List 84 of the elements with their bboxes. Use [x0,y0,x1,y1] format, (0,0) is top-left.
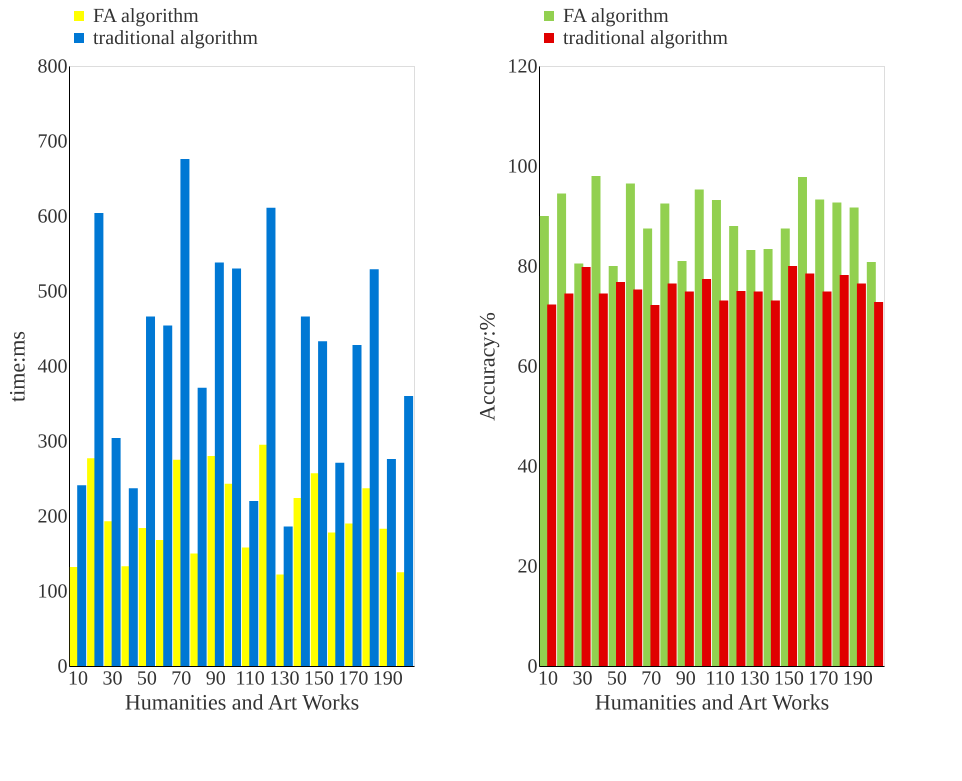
bar [163,326,172,666]
legend-label: traditional algorithm [563,27,728,49]
x-tick-label: 130 [270,668,300,690]
y-tick-label: 60 [518,356,538,378]
x-tick-label: 90 [206,668,226,690]
bar [805,274,814,666]
bar [180,159,190,666]
y-tick-label: 100 [508,156,538,178]
bar [650,305,660,666]
bar [668,284,677,666]
y-tick-label: 0 [528,656,538,678]
y-tick-label: 20 [518,556,538,578]
bar [874,302,884,666]
bar [616,282,626,666]
y-tick-label: 700 [38,130,68,152]
bar [266,208,276,666]
bar [232,268,242,666]
bar [146,316,156,666]
x-tick-label: 110 [235,668,265,690]
bar [719,300,728,666]
x-tick-label: 150 [304,668,334,690]
bar [684,292,694,666]
y-tick-label: 500 [38,280,68,302]
x-tick-label: 30 [102,668,122,690]
bar [754,292,763,666]
bar [702,279,712,666]
bar [386,459,396,666]
x-tick-label: 90 [676,668,696,690]
x-axis-title: Humanities and Art Works [594,690,830,714]
y-axis-title: Accuracy:% [474,312,500,421]
y-tick-label: 100 [38,580,68,602]
bar [633,290,642,666]
bar [352,345,362,666]
x-tick-label: 130 [740,668,770,690]
y-tick-label: 40 [518,456,538,478]
y-tick-label: 80 [518,256,538,278]
bar [404,396,414,666]
bar [77,485,86,666]
bar [822,292,832,666]
x-tick-label: 10 [68,668,88,690]
legend-label: traditional algorithm [93,27,258,49]
bar [856,284,866,666]
x-tick-label: 170 [808,668,838,690]
x-tick-label: 170 [338,668,368,690]
y-axis-title: time:ms [4,331,30,402]
bar [318,341,328,666]
legend-label: FA algorithm [93,5,200,27]
bar [564,294,574,666]
y-tick-label: 200 [38,506,68,528]
x-tick-label: 10 [538,668,558,690]
bar [94,213,104,666]
bar [284,526,293,666]
x-axis-title: Humanities and Art Works [124,690,360,714]
y-tick-label: 0 [58,656,68,678]
y-tick-label: 800 [38,56,68,78]
bar [840,275,849,666]
x-tick-label: 50 [136,668,157,690]
bar [547,304,556,666]
bar [214,262,224,666]
bar [335,462,344,666]
bar [788,266,798,666]
y-tick-label: 300 [38,430,68,452]
x-tick-label: 50 [606,668,627,690]
bar [128,488,138,666]
bar [770,300,780,666]
bar [370,269,379,666]
bar [112,438,121,666]
x-tick-label: 110 [705,668,735,690]
x-tick-label: 150 [774,668,804,690]
x-tick-label: 30 [572,668,592,690]
y-tick-label: 120 [508,56,538,78]
x-tick-label: 70 [641,668,662,690]
y-tick-label: 600 [38,206,68,228]
y-tick-label: 400 [38,356,68,378]
bar [249,501,258,666]
bar [736,291,746,666]
x-tick-label: 190 [372,668,403,690]
x-tick-label: 70 [171,668,192,690]
bar [598,294,608,666]
x-tick-label: 190 [842,668,873,690]
bar [198,388,207,666]
bar [582,267,591,666]
legend-label: FA algorithm [563,5,670,27]
bar [300,316,310,666]
